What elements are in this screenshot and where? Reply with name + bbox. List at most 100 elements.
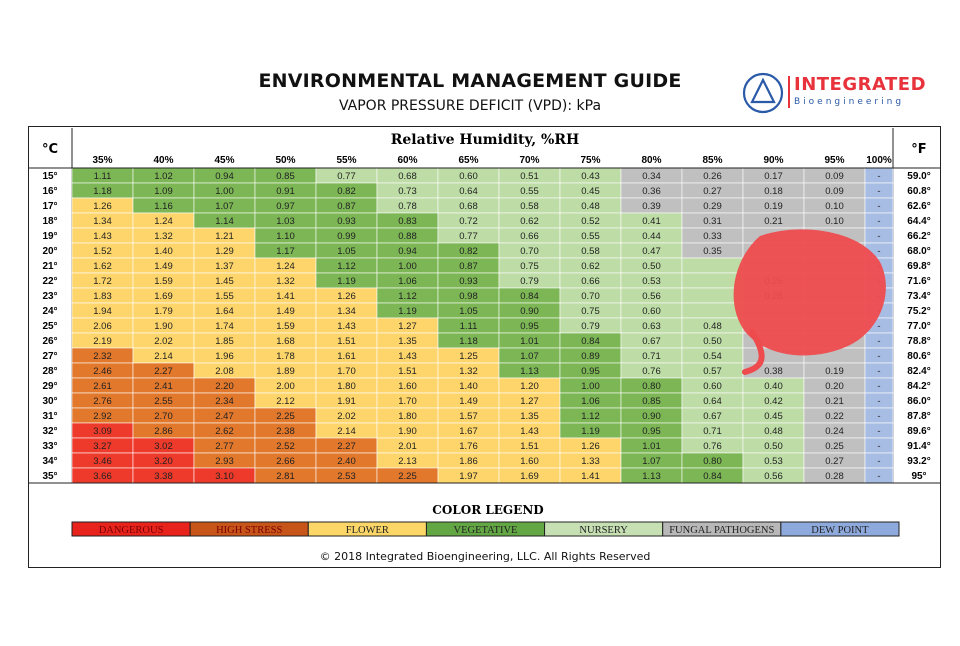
- cell-value: 1.01: [642, 441, 661, 452]
- cell-value: 0.68: [459, 201, 478, 212]
- cell-value: 1.90: [154, 321, 173, 332]
- cell-value: 1.51: [520, 441, 539, 452]
- cell-value: 1.89: [276, 366, 295, 377]
- cell-value: 0.57: [703, 366, 722, 377]
- cell-value: 0.27: [825, 456, 844, 467]
- cell-value: 0.62: [581, 261, 600, 272]
- cell-value: 0.50: [642, 261, 661, 272]
- cell-value: 2.66: [276, 456, 295, 467]
- copyright-text: © 2018 Integrated Bioengineering, LLC. A…: [319, 550, 651, 563]
- cell-value: 0.29: [703, 201, 722, 212]
- cell-value: 1.14: [215, 216, 234, 227]
- logo-tagline: Bioengineering: [794, 97, 905, 107]
- cell-value: 0.94: [398, 246, 417, 257]
- legend-label: NURSERY: [579, 525, 628, 536]
- cell-value: 2.77: [215, 441, 234, 452]
- legend-label: DANGEROUS: [99, 525, 164, 536]
- cell-value: 0.28: [825, 471, 844, 482]
- cell-value: 2.00: [276, 381, 295, 392]
- cell-value: 0.58: [581, 246, 600, 257]
- cell-value: 0.76: [642, 366, 661, 377]
- cell-value: 1.19: [398, 306, 417, 317]
- cell-value: 0.75: [520, 261, 539, 272]
- cell-value: 0.83: [398, 216, 417, 227]
- cell-value: 0.25: [825, 441, 844, 452]
- column-header: 35%: [92, 155, 112, 166]
- cell-value: 2.25: [276, 411, 295, 422]
- cell-value: 2.41: [154, 381, 173, 392]
- cell-value: 3.38: [154, 471, 173, 482]
- cell-value: 0.63: [642, 321, 661, 332]
- fahrenheit-row-label: 87.8°: [907, 411, 930, 422]
- triangle-logo-icon: [742, 72, 784, 114]
- cell-value: 3.10: [215, 471, 234, 482]
- cell-value: 0.20: [825, 381, 844, 392]
- celsius-row-label: 33°: [42, 441, 57, 452]
- logo-divider: [788, 76, 790, 108]
- celsius-row-label: 27°: [42, 351, 57, 362]
- cell-value: -: [877, 321, 880, 332]
- cell-value: 0.33: [703, 231, 722, 242]
- rh-axis-title: Relative Humidity, %RH: [391, 132, 579, 148]
- fahrenheit-row-label: 69.8°: [907, 261, 930, 272]
- column-header: 50%: [275, 155, 295, 166]
- cell-value: 1.43: [398, 351, 417, 362]
- cell-value: 0.36: [642, 186, 661, 197]
- cell-value: 1.40: [154, 246, 173, 257]
- cell-value: 1.43: [93, 231, 112, 242]
- column-header: 90%: [763, 155, 783, 166]
- cell-value: 0.17: [764, 171, 783, 182]
- cell-value: 0.70: [520, 246, 539, 257]
- cell-value: 1.07: [520, 351, 539, 362]
- cell-value: 0.39: [642, 201, 661, 212]
- cell-value: 0.88: [398, 231, 417, 242]
- cell-value: 2.93: [215, 456, 234, 467]
- fahrenheit-row-label: 66.2°: [907, 231, 930, 242]
- cell-value: 2.38: [276, 426, 295, 437]
- cell-value: 1.60: [520, 456, 539, 467]
- cell-value: 0.47: [642, 246, 661, 257]
- cell-value: 1.11: [94, 171, 112, 182]
- cell-value: 1.24: [154, 216, 173, 227]
- cell-value: 1.21: [215, 231, 234, 242]
- fahrenheit-row-label: 75.2°: [907, 306, 930, 317]
- celsius-row-label: 21°: [42, 261, 57, 272]
- cell-value: 1.85: [215, 336, 234, 347]
- cell-value: 2.53: [337, 471, 356, 482]
- cell-value: 0.90: [642, 411, 661, 422]
- cell-value: 1.97: [459, 471, 478, 482]
- cell-value: 2.01: [398, 441, 417, 452]
- fahrenheit-row-label: 82.4°: [907, 366, 930, 377]
- cell-value: 1.32: [154, 231, 173, 242]
- cell-value: 2.46: [93, 366, 112, 377]
- cell-value: 0.64: [459, 186, 478, 197]
- cell-value: 0.80: [703, 456, 722, 467]
- fahrenheit-row-label: 68.0°: [907, 246, 930, 257]
- celsius-row-label: 31°: [42, 411, 57, 422]
- cell-value: 1.26: [581, 441, 600, 452]
- cell-value: 2.25: [398, 471, 417, 482]
- column-header: 60%: [397, 155, 417, 166]
- cell-value: 1.52: [93, 246, 112, 257]
- cell-value: 1.79: [154, 306, 173, 317]
- column-header: 85%: [702, 155, 722, 166]
- cell-value: 0.48: [581, 201, 600, 212]
- fahrenheit-row-label: 59.0°: [907, 171, 930, 182]
- heatmap-cell: [681, 257, 744, 274]
- cell-value: 0.89: [581, 351, 600, 362]
- cell-value: 0.44: [642, 231, 661, 242]
- cell-value: 0.66: [520, 231, 539, 242]
- cell-value: 0.99: [337, 231, 356, 242]
- cell-value: 1.37: [215, 261, 234, 272]
- cell-value: 0.52: [581, 216, 600, 227]
- cell-value: 1.34: [337, 306, 356, 317]
- cell-value: 0.84: [703, 471, 722, 482]
- cell-value: 1.61: [337, 351, 356, 362]
- cell-value: 0.34: [642, 171, 661, 182]
- legend-swatch: [780, 521, 900, 537]
- celsius-row-label: 32°: [42, 426, 57, 437]
- fahrenheit-row-label: 91.4°: [907, 441, 930, 452]
- cell-value: 1.43: [337, 321, 356, 332]
- cell-value: 0.48: [703, 321, 722, 332]
